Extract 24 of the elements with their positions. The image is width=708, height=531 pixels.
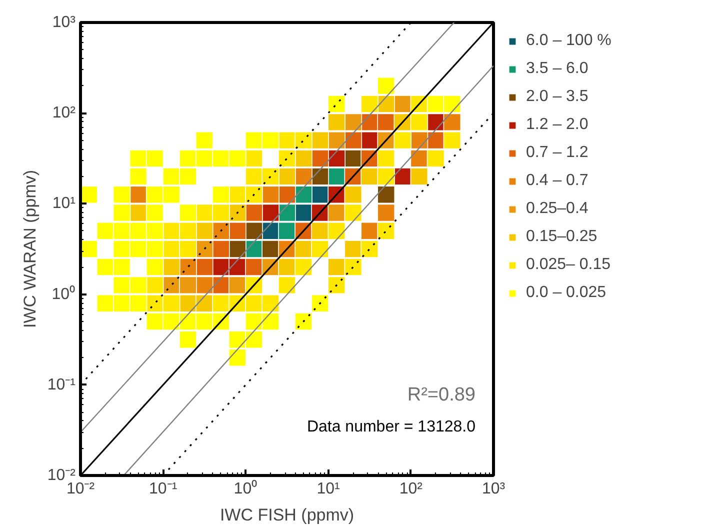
- legend-label: 0.025– 0.15: [526, 256, 612, 274]
- legend-label: 0.4 – 0.7: [526, 172, 590, 190]
- annotation: R²=0.89: [407, 384, 476, 406]
- y-tick-label: 10²: [52, 104, 76, 122]
- x-tick-label: 10⁰: [234, 480, 258, 498]
- x-tick-label: 10¹: [316, 480, 340, 498]
- y-tick-label: 10³: [52, 14, 76, 31]
- legend-label: 0.7 – 1.2: [526, 144, 590, 162]
- y-tick-label: 10¹: [52, 195, 76, 212]
- annotation: Data number = 13128.0: [306, 418, 476, 436]
- x-axis-title: IWC FISH (ppmv): [220, 506, 354, 524]
- y-tick-label: 10⁻¹: [47, 376, 76, 394]
- legend-label: 3.5 – 6.0: [526, 60, 590, 78]
- legend-label: 0.15–0.25: [526, 228, 598, 246]
- legend-label: 0.25–0.4: [526, 200, 590, 218]
- y-tick-label: 10⁰: [52, 284, 76, 303]
- x-tick-label: 10⁻¹: [149, 480, 178, 498]
- legend-label: 2.0 – 3.5: [526, 88, 590, 106]
- legend-label: 0.0 – 0.025: [526, 284, 608, 302]
- x-tick-label: 10²: [399, 480, 424, 498]
- legend-label: 1.2 – 2.0: [526, 116, 590, 134]
- y-axis-title: IWC WARAN (ppmv): [20, 170, 40, 328]
- legend-label: 6.0 – 100 %: [526, 32, 612, 50]
- x-tick-label: 10³: [482, 480, 506, 498]
